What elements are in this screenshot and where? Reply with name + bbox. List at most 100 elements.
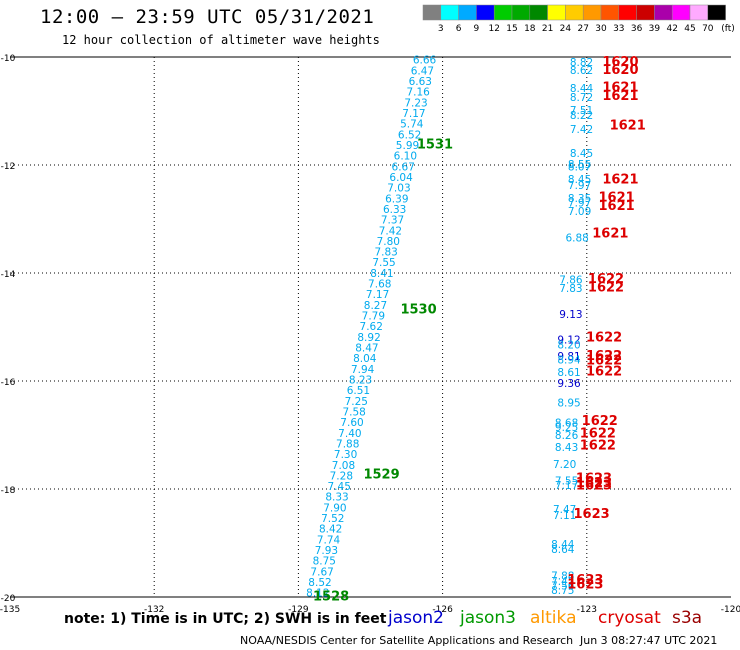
wave-height-label: 8.61 <box>557 367 580 379</box>
lon-tick-label: -135 <box>0 605 20 615</box>
wave-height-label: 7.88 <box>551 570 574 582</box>
pass-time-label: 1622 <box>586 349 622 364</box>
lon-tick-label: -129 <box>288 605 309 615</box>
pass-time-label: 1623 <box>576 479 612 494</box>
legend-swatch <box>440 4 459 21</box>
wave-height-label: 7.03 <box>387 183 410 195</box>
pass-time-label: 1622 <box>580 439 616 454</box>
pass-time-label: 1622 <box>586 353 622 368</box>
wave-height-label: 7.67 <box>310 566 333 578</box>
wave-height-label: 7.55 <box>372 257 395 269</box>
wave-height-label: 7.62 <box>360 321 383 333</box>
wave-height-label: 6.39 <box>385 193 408 205</box>
wave-height-label: 7.45 <box>328 481 351 493</box>
lon-tick-label: -132 <box>144 605 164 615</box>
wave-height-label: 7.55 <box>555 475 578 487</box>
wave-height-label: 8.72 <box>570 92 593 104</box>
legend-label: 21 <box>542 24 553 34</box>
legend-label: 45 <box>684 24 695 34</box>
pass-time-label: 1621 <box>610 119 646 134</box>
wave-height-label: 7.30 <box>334 449 357 461</box>
pass-time-label: 1622 <box>582 414 618 429</box>
wave-height-label: 6.04 <box>389 172 413 184</box>
wave-height-label: 8.68 <box>555 418 578 430</box>
wave-height-label: 6.63 <box>409 76 432 88</box>
footnote: note: 1) Time is in UTC; 2) SWH is in fe… <box>64 611 387 627</box>
satellite-jason3: jason3 <box>460 608 516 628</box>
legend-swatch <box>689 4 709 21</box>
pass-time-label: 1621 <box>599 199 635 214</box>
wave-height-label: 7.28 <box>330 470 353 482</box>
legend-swatch <box>618 4 637 21</box>
pass-time-label: 1621 <box>602 89 638 104</box>
wave-height-label: 7.08 <box>332 460 355 472</box>
wave-height-label: 7.17 <box>366 289 389 301</box>
legend-swatch <box>493 4 513 21</box>
wave-height-label: 6.47 <box>411 65 434 77</box>
pass-time-label: 1531 <box>417 137 453 152</box>
wave-height-label: 7.42 <box>570 124 593 136</box>
wave-height-label: 7.97 <box>568 197 591 209</box>
legend-swatch <box>458 4 477 21</box>
wave-height-label: 9.13 <box>559 309 582 321</box>
wave-height-label: 7.83 <box>374 247 397 259</box>
legend-label: 27 <box>577 24 588 34</box>
wave-height-label: 7.17 <box>402 108 425 120</box>
wave-height-label: 7.60 <box>340 417 363 429</box>
wave-height-label: 7.25 <box>345 396 368 408</box>
generated-timestamp: Jun 3 08:27:47 UTC 2021 <box>580 634 718 647</box>
page-subtitle: 12 hour collection of altimeter wave hei… <box>62 33 380 47</box>
wave-height-label: 6.66 <box>413 55 437 67</box>
lat-tick-label: -20 <box>1 594 16 604</box>
wave-height-label: 7.68 <box>368 279 391 291</box>
east-track: 8.828.628.448.727.518.227.428.458.558.07… <box>551 57 593 597</box>
pass-time-label: 1622 <box>580 426 616 441</box>
wave-height-label: 6.52 <box>398 129 421 141</box>
wave-height-label: 8.33 <box>325 492 348 504</box>
legend-label: 9 <box>474 24 480 34</box>
wave-height-label: 5.99 <box>396 140 419 152</box>
wave-height-label: 8.62 <box>570 65 593 77</box>
wave-height-label: 9.12 <box>557 334 580 346</box>
wave-height-label: 8.20 <box>557 339 580 351</box>
wave-height-label: 7.42 <box>551 576 574 588</box>
wave-height-label: 7.23 <box>404 97 427 109</box>
map-grid <box>10 57 731 597</box>
wave-height-label: 7.09 <box>568 206 591 218</box>
wave-height-label: 8.64 <box>551 544 575 556</box>
wave-height-label: 7.51 <box>570 105 593 117</box>
wave-height-label: 7.58 <box>342 406 365 418</box>
wave-height-label: 6.33 <box>383 204 406 216</box>
wave-height-label: 7.42 <box>379 225 402 237</box>
wave-height-label: 8.44 <box>570 83 594 95</box>
wave-height-label: 8.92 <box>357 332 380 344</box>
wave-height-label: 8.45 <box>570 148 593 160</box>
pass-time-label: 1620 <box>602 55 638 70</box>
time-labels: 1531153015291528162016201621162116211621… <box>313 55 646 605</box>
wave-height-label: 8.41 <box>370 268 393 280</box>
wave-height-label: 8.95 <box>557 398 580 410</box>
wave-height-label: 9.81 <box>557 351 580 363</box>
wave-height-label: 8.75 <box>551 585 574 597</box>
west-track: 6.666.476.637.167.237.175.746.525.996.10… <box>306 55 436 600</box>
wave-height-label: 7.80 <box>377 236 400 248</box>
satellite-altika: altika <box>530 608 577 628</box>
lat-tick-label: -10 <box>1 54 16 64</box>
legend-label: 18 <box>524 24 536 34</box>
legend-swatch <box>636 4 655 21</box>
legend-label: 15 <box>506 24 517 34</box>
pass-time-label: 1529 <box>363 467 399 482</box>
wave-height-label: 7.88 <box>336 438 359 450</box>
legend-swatch <box>671 4 691 21</box>
lat-tick-label: -18 <box>1 486 16 496</box>
wave-height-label: 7.20 <box>553 459 576 471</box>
wave-height-label: 8.04 <box>353 353 377 365</box>
legend-label: 30 <box>595 24 607 34</box>
wave-height-label: 8.43 <box>555 442 578 454</box>
wave-height-label: 7.94 <box>351 364 375 376</box>
pass-time-label: 1623 <box>567 573 603 588</box>
wave-height-legend: 3 6 9 12 15 18 21 24 27 30 33 36 39 42 45 70 (ft) <box>422 4 735 34</box>
pass-time-label: 1621 <box>592 227 628 242</box>
wave-height-label: 8.94 <box>557 354 581 366</box>
